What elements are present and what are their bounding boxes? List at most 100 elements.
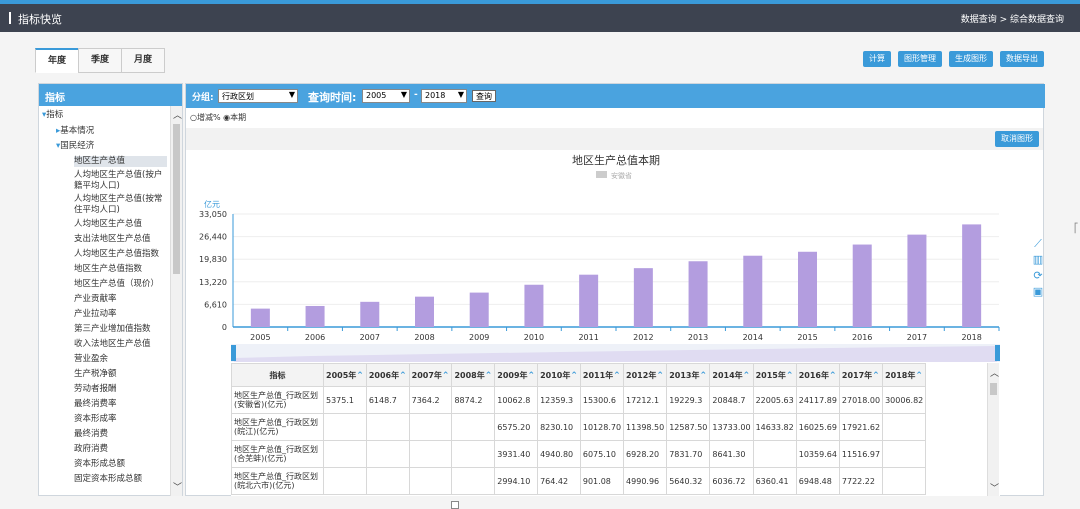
tree-item[interactable]: 人均地区生产总值(按户籍平均人口) (74, 170, 163, 191)
tree-item[interactable]: 资本形成率 (74, 414, 117, 424)
radio-current[interactable]: ◉本期 (223, 113, 247, 122)
chevron-down-icon[interactable]: ﹀ (990, 484, 1000, 494)
tree-item[interactable]: 产业拉动率 (74, 309, 117, 319)
tree-item[interactable]: 支出法地区生产总值 (74, 234, 151, 244)
x-tick-label: 2005 (250, 333, 270, 342)
sort-icon[interactable]: ⌃ (527, 370, 536, 381)
save-icon[interactable]: ▣ (1032, 285, 1044, 298)
refresh-icon[interactable]: ⟳ (1033, 269, 1043, 282)
tree-item-gdp[interactable]: 地区生产总值 (74, 156, 167, 167)
chart-manage-button[interactable]: 图形管理 (898, 51, 942, 67)
chevron-up-icon[interactable]: ︿ (173, 111, 183, 121)
tree-item[interactable]: 最终消费率 (74, 399, 117, 409)
header-year[interactable]: 2015年⌃ (752, 363, 797, 387)
export-data-button[interactable]: 数据导出 (1000, 51, 1044, 67)
table-cell: 5375.1 (323, 386, 367, 414)
sort-icon[interactable]: ⌃ (872, 370, 880, 381)
header-year[interactable]: 2016年⌃ (795, 363, 840, 387)
sort-icon[interactable]: ⌃ (829, 370, 837, 381)
sort-icon[interactable]: ⌃ (785, 370, 794, 381)
tree-item[interactable]: 最终消费 (74, 429, 109, 439)
table-cell: 7364.2 (408, 386, 453, 414)
table-cell: 8874.2 (451, 386, 496, 414)
tree-item[interactable]: 地区生产总值（现价） (74, 279, 160, 289)
header-year[interactable]: 2006年⌃ (365, 363, 410, 387)
sort-icon[interactable]: ⌃ (570, 370, 578, 381)
sort-icon[interactable]: ⌃ (399, 370, 407, 381)
cancel-chart-button[interactable]: 取消图形 (995, 131, 1039, 147)
scroll-thumb[interactable] (990, 383, 997, 395)
table-cell (451, 440, 496, 468)
table-scrollbar[interactable]: ︿ ﹀ (987, 363, 999, 496)
tree-item[interactable]: 生产税净额 (74, 369, 117, 379)
header-year[interactable]: 2008年⌃ (451, 363, 496, 387)
table-cell: 11398.50 (623, 413, 668, 441)
tree-node-economy[interactable]: ▾国民经济 (56, 141, 95, 151)
tree-item[interactable]: 人均地区生产总值(按常住平均人口) (74, 194, 163, 215)
to-year-select[interactable]: 2018 ▼ (421, 89, 467, 103)
radio-growth[interactable]: ○增减% (190, 113, 221, 122)
tree-item[interactable]: 资本形成总额 (74, 459, 126, 469)
header-year[interactable]: 2007年⌃ (408, 363, 453, 387)
tree-item[interactable]: 地区生产总值指数 (74, 264, 143, 274)
table-cell: 16025.69 (795, 413, 840, 441)
tree-item[interactable]: 人均地区生产总值指数 (74, 249, 160, 259)
tree-item[interactable]: 第三产业增加值指数 (74, 324, 151, 334)
chevron-up-icon[interactable]: ︿ (990, 369, 1000, 379)
header-year[interactable]: 2018年⌃ (882, 363, 927, 387)
tree-node-root[interactable]: ▾指标 (42, 110, 64, 120)
tree-item[interactable]: 产业贡献率 (74, 294, 117, 304)
tree-item[interactable]: 劳动者报酬 (74, 384, 117, 394)
tab-quarterly[interactable]: 季度 (78, 48, 122, 73)
scroll-thumb[interactable] (173, 124, 180, 274)
header-year[interactable]: 2013年⌃ (666, 363, 711, 387)
header-year[interactable]: 2014年⌃ (709, 363, 754, 387)
sort-icon[interactable]: ⌃ (656, 370, 664, 381)
resize-handle[interactable] (451, 501, 459, 509)
from-year-select[interactable]: 2005 ▼ (362, 89, 410, 103)
sort-icon[interactable]: ⌃ (441, 370, 450, 381)
sort-icon[interactable]: ⌃ (484, 370, 493, 381)
range-slider[interactable] (231, 344, 1000, 362)
header-year[interactable]: 2010年⌃ (537, 363, 581, 387)
sort-icon[interactable]: ⌃ (915, 370, 923, 381)
chevron-down-icon[interactable]: ﹀ (173, 483, 183, 493)
table-cell: 15300.6 (579, 386, 625, 414)
bar (962, 224, 982, 327)
table-cell (882, 413, 927, 441)
tab-monthly[interactable]: 月度 (121, 48, 165, 73)
tree-item[interactable]: 人均地区生产总值 (74, 219, 143, 229)
group-select[interactable]: 行政区划 ▼ (218, 89, 298, 103)
y-tick-label: 13,220 (199, 278, 227, 287)
query-button[interactable]: 查询 (472, 90, 496, 102)
tree-item[interactable]: 营业盈余 (74, 354, 109, 364)
tree-item[interactable]: 固定资本形成总额 (74, 474, 143, 484)
generate-chart-button[interactable]: 生成图形 (949, 51, 993, 67)
sort-icon[interactable]: ⌃ (356, 370, 364, 381)
y-tick-label: 33,050 (199, 210, 227, 219)
table-cell (882, 440, 927, 468)
bar-chart-icon[interactable]: ▥ (1032, 253, 1044, 266)
tree-scrollbar[interactable]: ︿ ﹀ (170, 106, 182, 496)
tree-item[interactable]: 政府消费 (74, 444, 109, 454)
header-year[interactable]: 2017年⌃ (838, 363, 884, 387)
x-tick-label: 2016 (852, 333, 872, 342)
calculate-button[interactable]: 计算 (863, 51, 891, 67)
line-chart-icon[interactable]: ⟋ (1034, 237, 1042, 250)
chart-area: 地区生产总值本期 安徽省 亿元 33,050 26,440 19,830 13,220 6,6… (186, 150, 1045, 350)
tree-node-basic[interactable]: ▸基本情况 (56, 126, 95, 136)
slider-left-handle[interactable] (231, 345, 236, 361)
breadcrumb[interactable]: 数据查询 > 综合数据查询 (960, 15, 1064, 25)
caret-down-icon: ▾ (42, 110, 47, 120)
x-tick-label: 2009 (469, 333, 489, 342)
header-year[interactable]: 2012年⌃ (623, 363, 668, 387)
sort-icon[interactable]: ⌃ (613, 370, 621, 381)
slider-right-handle[interactable] (995, 345, 1000, 361)
sort-icon[interactable]: ⌃ (699, 370, 708, 381)
tab-annual[interactable]: 年度 (35, 48, 79, 73)
tree-item[interactable]: 收入法地区生产总值 (74, 339, 151, 349)
header-year[interactable]: 2005年⌃ (323, 363, 367, 387)
sort-icon[interactable]: ⌃ (742, 370, 751, 381)
header-year[interactable]: 2011年⌃ (579, 363, 625, 387)
header-year[interactable]: 2009年⌃ (494, 363, 539, 387)
